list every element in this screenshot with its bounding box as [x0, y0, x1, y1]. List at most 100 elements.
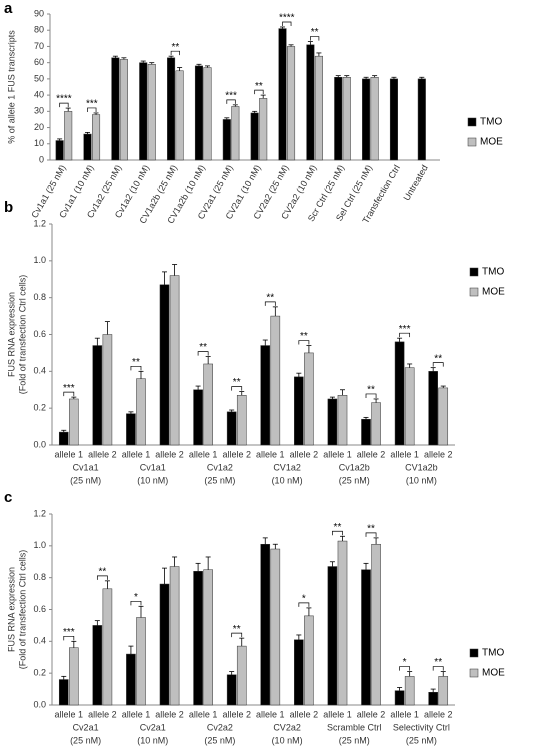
legend-label: MOE: [480, 137, 503, 148]
x-tick-label: allele 1: [256, 709, 285, 719]
error-bar: [196, 63, 202, 66]
group-label: (10 nM): [137, 475, 168, 485]
significance-label: ****: [56, 94, 72, 105]
significance-label: ****: [279, 13, 295, 24]
bar: [69, 647, 79, 706]
bar: [394, 341, 405, 446]
bar: [394, 690, 405, 706]
bar: [92, 625, 103, 706]
error-bar: [272, 543, 278, 550]
significance-bracket: [170, 50, 180, 56]
bar: [428, 371, 438, 446]
error-bar: [162, 567, 168, 585]
significance-label: **: [434, 353, 442, 364]
significance-label: ***: [86, 99, 98, 110]
significance-bracket: [298, 602, 310, 607]
bar: [334, 77, 343, 161]
y-tick-label: 10: [34, 138, 44, 148]
bar: [236, 645, 247, 706]
error-bar: [205, 356, 211, 364]
legend-swatch: [469, 668, 479, 678]
significance-label: ***: [225, 90, 237, 101]
error-bar: [373, 398, 379, 403]
y-tick-label: 0.2: [33, 403, 46, 413]
significance-label: **: [98, 566, 106, 577]
error-bar: [407, 671, 413, 677]
bar: [222, 119, 231, 161]
bar: [417, 78, 426, 161]
bar: [147, 64, 156, 161]
group-label: (10 nM): [272, 735, 303, 745]
x-tick-label: allele 1: [390, 449, 419, 459]
error-bar: [430, 688, 436, 693]
bar: [304, 352, 314, 446]
error-bar: [316, 52, 322, 57]
group-label: (10 nM): [272, 475, 303, 485]
bar: [270, 548, 281, 706]
bar: [250, 112, 259, 161]
error-bar: [262, 537, 268, 545]
bar: [342, 77, 351, 161]
error-bar: [149, 62, 155, 65]
significance-bracket: [332, 530, 343, 536]
error-bar: [195, 562, 201, 572]
significance-bracket: [63, 635, 75, 641]
bar: [203, 569, 213, 706]
error-bar: [104, 580, 110, 589]
x-tick-label: allele 2: [88, 709, 117, 719]
significance-bracket: [254, 89, 264, 95]
x-tick-label: allele 1: [122, 449, 151, 459]
significance-bracket: [399, 332, 411, 338]
significance-label: ***: [63, 383, 75, 394]
group-label: Cv2a1: [140, 722, 166, 732]
error-bar: [397, 337, 403, 342]
error-bar: [128, 645, 134, 655]
significance-bracket: [432, 666, 444, 671]
bar: [270, 315, 281, 446]
error-bar: [172, 264, 178, 276]
x-tick-label: allele 2: [155, 449, 184, 459]
y-tick-label: 30: [34, 106, 44, 116]
x-tick-label: allele 2: [155, 709, 184, 719]
bar: [260, 345, 271, 446]
significance-bracket: [96, 575, 108, 580]
legend-swatch: [469, 648, 479, 658]
bar: [236, 395, 247, 446]
error-bar: [61, 675, 67, 680]
error-bar: [272, 306, 278, 317]
bar: [126, 653, 136, 706]
bar: [362, 78, 371, 161]
x-tick-label: allele 1: [189, 709, 218, 719]
group-label: (10 nM): [137, 735, 168, 745]
y-axis-label: (Fold of transfection Ctrl cells): [17, 275, 27, 395]
significance-label: **: [255, 81, 263, 92]
bar: [102, 334, 113, 446]
error-bar: [224, 117, 230, 120]
x-tick-label: allele 1: [323, 449, 352, 459]
legend-label: TMO: [482, 267, 504, 278]
y-tick-label: 80: [34, 25, 44, 35]
error-bar: [205, 556, 211, 570]
bar: [167, 57, 176, 161]
error-bar: [239, 637, 245, 647]
bar: [337, 395, 348, 446]
panel-label: b: [4, 199, 13, 216]
error-bar: [232, 104, 238, 107]
legend-swatch: [469, 267, 479, 277]
bar: [231, 106, 240, 161]
bar: [92, 114, 101, 161]
bar: [294, 639, 304, 706]
error-bar: [229, 409, 235, 412]
significance-bracket: [87, 107, 97, 112]
bar: [111, 57, 120, 161]
y-tick-label: 70: [34, 41, 44, 51]
significance-label: **: [233, 624, 241, 635]
error-bar: [419, 76, 425, 79]
bar: [294, 376, 304, 446]
error-bar: [344, 75, 350, 78]
group-label: (25 nM): [70, 735, 101, 745]
error-bar: [407, 363, 413, 368]
error-bar: [363, 562, 369, 570]
bar: [83, 133, 92, 161]
x-tick-label: Untreated: [401, 163, 429, 202]
